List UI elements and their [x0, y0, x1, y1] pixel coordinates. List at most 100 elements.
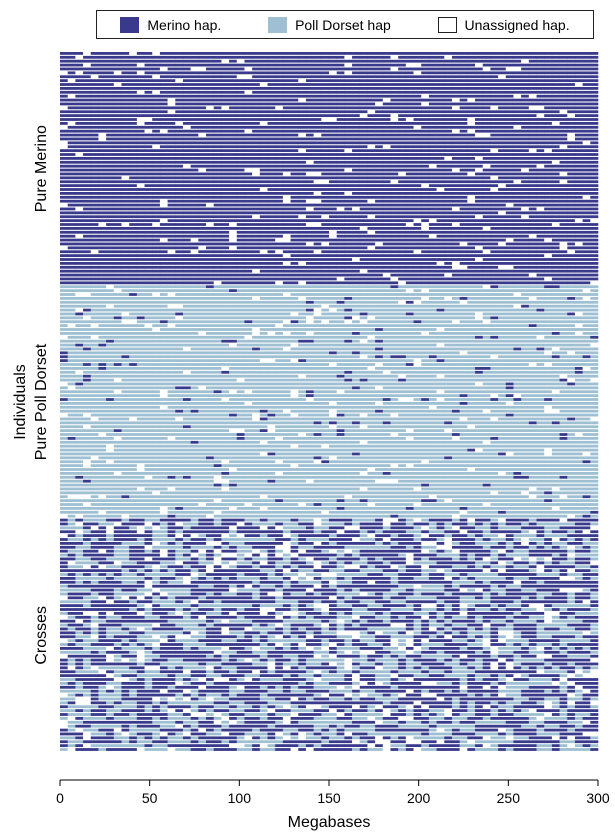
- haplotype-segment: [206, 138, 214, 141]
- haplotype-segment: [114, 134, 122, 137]
- haplotype-segment: [583, 266, 591, 269]
- haplotype-segment: [60, 68, 68, 71]
- haplotype-segment: [575, 126, 583, 129]
- haplotype-segment: [121, 149, 129, 152]
- haplotype-segment: [437, 243, 445, 246]
- haplotype-segment: [337, 239, 345, 242]
- haplotype-segment: [314, 219, 322, 222]
- haplotype-segment: [229, 184, 237, 187]
- haplotype-segment: [575, 200, 583, 203]
- haplotype-segment: [260, 134, 268, 137]
- haplotype-segment: [390, 208, 398, 211]
- haplotype-segment: [506, 153, 514, 156]
- haplotype-segment: [298, 118, 306, 121]
- haplotype-segment: [260, 196, 268, 199]
- haplotype-segment: [498, 118, 506, 121]
- haplotype-segment: [83, 79, 91, 82]
- haplotype-segment: [83, 285, 91, 288]
- individual-row: [60, 192, 598, 195]
- haplotype-segment: [244, 83, 252, 86]
- haplotype-segment: [460, 285, 468, 288]
- haplotype-segment: [268, 60, 276, 63]
- haplotype-segment: [198, 219, 206, 222]
- haplotype-segment: [137, 60, 145, 63]
- haplotype-segment: [490, 68, 498, 71]
- haplotype-segment: [567, 60, 575, 63]
- haplotype-segment: [229, 274, 237, 277]
- haplotype-segment: [367, 320, 375, 323]
- haplotype-segment: [306, 138, 314, 141]
- haplotype-segment: [444, 320, 452, 323]
- haplotype-segment: [137, 289, 145, 292]
- haplotype-segment: [513, 157, 521, 160]
- haplotype-segment: [390, 153, 398, 156]
- haplotype-segment: [68, 180, 76, 183]
- haplotype-segment: [121, 285, 129, 288]
- haplotype-segment: [260, 71, 268, 74]
- haplotype-segment: [60, 289, 68, 292]
- haplotype-segment: [513, 266, 521, 269]
- haplotype-segment: [129, 180, 137, 183]
- haplotype-segment: [421, 153, 429, 156]
- haplotype-segment: [75, 180, 83, 183]
- haplotype-segment: [244, 258, 252, 261]
- haplotype-segment: [283, 68, 291, 71]
- haplotype-segment: [544, 52, 552, 55]
- haplotype-segment: [437, 180, 445, 183]
- haplotype-segment: [321, 316, 329, 319]
- haplotype-segment: [329, 60, 337, 63]
- haplotype-segment: [275, 254, 283, 257]
- haplotype-segment: [75, 60, 83, 63]
- haplotype-segment: [575, 56, 583, 59]
- haplotype-segment: [452, 215, 460, 218]
- haplotype-segment: [521, 79, 529, 82]
- haplotype-segment: [329, 141, 337, 144]
- haplotype-segment: [329, 138, 337, 141]
- haplotype-segment: [160, 180, 168, 183]
- haplotype-segment: [537, 246, 545, 249]
- haplotype-segment: [221, 153, 229, 156]
- haplotype-segment: [75, 313, 83, 316]
- haplotype-segment: [221, 278, 229, 281]
- haplotype-segment: [460, 106, 468, 109]
- haplotype-segment: [444, 103, 452, 106]
- haplotype-segment: [383, 289, 391, 292]
- haplotype-segment: [114, 250, 122, 253]
- haplotype-segment: [437, 99, 445, 102]
- haplotype-segment: [537, 83, 545, 86]
- haplotype-segment: [475, 320, 483, 323]
- haplotype-segment: [360, 223, 368, 226]
- haplotype-segment: [575, 75, 583, 78]
- haplotype-segment: [221, 243, 229, 246]
- haplotype-segment: [367, 138, 375, 141]
- haplotype-segment: [314, 138, 322, 141]
- haplotype-segment: [160, 157, 168, 160]
- haplotype-segment: [506, 180, 514, 183]
- haplotype-segment: [129, 309, 137, 312]
- haplotype-segment: [106, 227, 114, 230]
- haplotype-segment: [160, 231, 168, 234]
- haplotype-segment: [383, 223, 391, 226]
- haplotype-segment: [560, 208, 568, 211]
- haplotype-segment: [191, 122, 199, 125]
- haplotype-segment: [575, 122, 583, 125]
- haplotype-segment: [590, 204, 598, 207]
- haplotype-segment: [452, 208, 460, 211]
- haplotype-segment: [91, 122, 99, 125]
- haplotype-segment: [460, 157, 468, 160]
- haplotype-segment: [590, 91, 598, 94]
- individual-row: [60, 313, 598, 316]
- haplotype-segment: [537, 204, 545, 207]
- haplotype-segment: [398, 165, 406, 168]
- haplotype-segment: [590, 60, 598, 63]
- haplotype-segment: [529, 75, 537, 78]
- haplotype-segment: [191, 91, 199, 94]
- haplotype-segment: [229, 208, 237, 211]
- haplotype-segment: [183, 281, 191, 284]
- haplotype-segment: [344, 320, 352, 323]
- haplotype-segment: [560, 204, 568, 207]
- haplotype-segment: [252, 188, 260, 191]
- haplotype-segment: [537, 161, 545, 164]
- haplotype-segment: [106, 71, 114, 74]
- haplotype-segment: [337, 289, 345, 292]
